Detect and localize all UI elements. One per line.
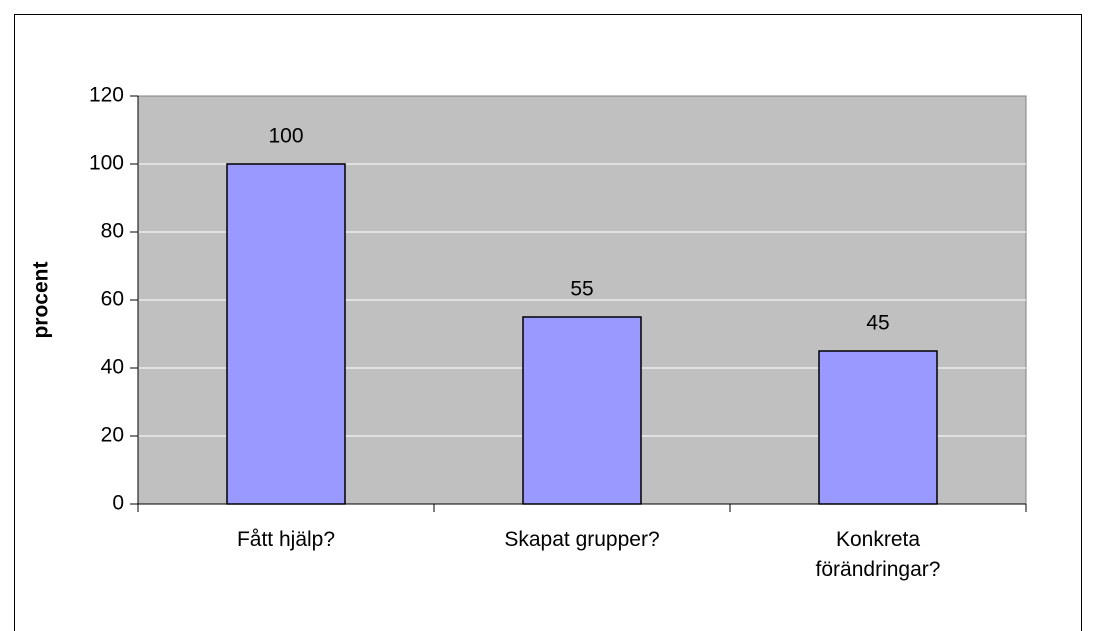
y-tick-label: 80	[101, 220, 124, 243]
x-tick-label: Konkreta förändringar?	[815, 528, 941, 581]
y-tick-label: 20	[101, 424, 124, 447]
y-tick-label: 40	[101, 356, 124, 379]
data-label: 45	[866, 312, 889, 335]
y-tick-label: 0	[112, 492, 124, 515]
data-label: 100	[268, 125, 303, 148]
x-tick-label: Fått hjälp?	[236, 528, 336, 551]
y-tick-label: 120	[89, 84, 124, 107]
x-tick-label: Skapat grupper?	[504, 528, 660, 551]
data-label: 55	[570, 278, 593, 301]
bar	[522, 316, 642, 505]
bar	[818, 350, 938, 505]
y-tick-label: 100	[89, 152, 124, 175]
bar	[226, 163, 346, 505]
y-axis-label: procent	[30, 261, 53, 338]
y-tick-label: 60	[101, 288, 124, 311]
